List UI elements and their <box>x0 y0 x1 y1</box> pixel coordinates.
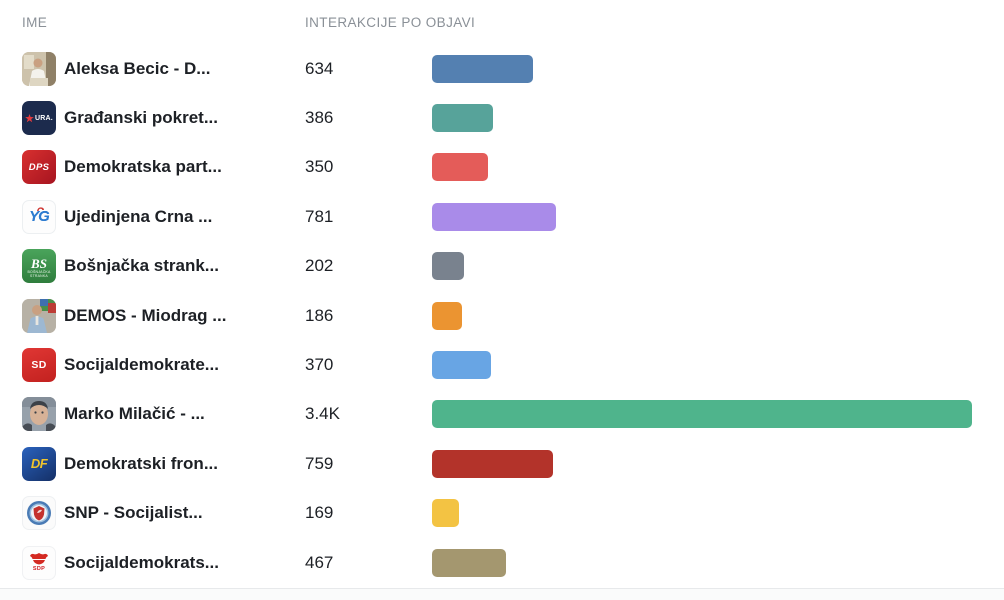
interaction-bar[interactable] <box>432 548 507 577</box>
row-value: 467 <box>305 552 334 572</box>
avatar-bs-logo: BS BOŠNJAČKA STRANKA <box>22 249 56 284</box>
snp-emblem-icon <box>27 501 51 526</box>
table-body: Aleksa Becic - D... 634 URA. Građanski p… <box>0 44 1004 587</box>
avatar-text: BS <box>31 255 47 271</box>
avatar-df-logo: DF <box>22 446 56 481</box>
table-row[interactable]: SNP - Socijalist... 169 <box>0 489 1004 538</box>
avatar-ura-logo: URA. <box>22 101 56 136</box>
row-value: 3.4K <box>305 404 340 424</box>
table-row[interactable]: Marko Milačić - ... 3.4K <box>0 390 1004 439</box>
table-row[interactable]: Aleksa Becic - D... 634 <box>0 44 1004 93</box>
bottom-divider <box>0 588 1004 589</box>
photo-man-face-icon <box>22 397 56 432</box>
row-value: 350 <box>305 157 334 177</box>
row-name: Marko Milačić - ... <box>64 404 205 424</box>
bar-track <box>432 153 972 182</box>
interaction-bar[interactable] <box>432 449 553 478</box>
bar-track <box>432 351 972 380</box>
bar-track <box>432 54 972 83</box>
bar-track <box>432 499 972 528</box>
row-value: 386 <box>305 108 334 128</box>
photo-man-white-shirt-icon <box>22 51 56 86</box>
avatar-text: DF <box>30 456 48 472</box>
row-value: 634 <box>305 58 334 78</box>
row-name: Socijaldemokrate... <box>64 355 219 375</box>
row-name: SNP - Socijalist... <box>64 503 203 523</box>
bar-track <box>432 548 972 577</box>
row-name: Demokratski fron... <box>64 453 218 473</box>
avatar-caption: BOŠNJAČKA STRANKA <box>27 269 51 278</box>
table-row[interactable]: YG Ujedinjena Crna ... 781 <box>0 192 1004 241</box>
interaction-bar[interactable] <box>432 202 557 231</box>
bar-track <box>432 301 972 330</box>
row-value: 370 <box>305 355 334 375</box>
table-header: IME INTERAKCIJE PO OBJAVI <box>0 0 1004 44</box>
avatar-text: DPS <box>28 161 50 173</box>
avatar-sd-logo: SD <box>22 348 56 383</box>
table-row[interactable]: DF Demokratski fron... 759 <box>0 439 1004 488</box>
row-value: 202 <box>305 256 334 276</box>
avatar-text: URA. <box>35 114 53 122</box>
photo-man-blue-suit-icon <box>22 298 56 333</box>
row-value: 781 <box>305 206 334 226</box>
avatar-photo-demos-miodrag <box>22 298 56 333</box>
column-header-interactions: INTERAKCIJE PO OBJAVI <box>305 14 476 30</box>
avatar-photo-marko-milacic <box>22 397 56 432</box>
table-row[interactable]: SD Socijaldemokrate... 370 <box>0 340 1004 389</box>
star-icon <box>25 113 34 122</box>
interaction-bar[interactable] <box>432 252 465 281</box>
row-name: Socijaldemokrats... <box>64 552 219 572</box>
bar-track <box>432 400 972 429</box>
interaction-bar[interactable] <box>432 301 462 330</box>
row-value: 759 <box>305 453 334 473</box>
table-row[interactable]: URA. Građanski pokret... 386 <box>0 93 1004 142</box>
interaction-bar[interactable] <box>432 400 972 429</box>
avatar-snp-logo <box>22 496 56 531</box>
bar-track <box>432 252 972 281</box>
interaction-bar[interactable] <box>432 104 494 133</box>
avatar-text: SDP <box>32 566 46 573</box>
row-name: Bošnjačka strank... <box>64 256 219 276</box>
bar-track <box>432 449 972 478</box>
row-name: Građanski pokret... <box>64 108 218 128</box>
row-name: DEMOS - Miodrag ... <box>64 305 227 325</box>
bar-track <box>432 104 972 133</box>
table-row[interactable]: DPS Demokratska part... 350 <box>0 143 1004 192</box>
table-row[interactable]: BS BOŠNJAČKA STRANKA Bošnjačka strank...… <box>0 242 1004 291</box>
sdp-emblem-icon <box>30 553 48 565</box>
avatar-text: YG <box>29 208 50 226</box>
table-row[interactable]: DEMOS - Miodrag ... 186 <box>0 291 1004 340</box>
interaction-bar[interactable] <box>432 351 491 380</box>
interaction-bar[interactable] <box>432 499 459 528</box>
table-row[interactable]: SDP Socijaldemokrats... 467 <box>0 538 1004 587</box>
avatar-sdp-logo: SDP <box>22 545 56 580</box>
row-value: 169 <box>305 503 334 523</box>
avatar-text: SD <box>31 359 47 372</box>
row-value: 186 <box>305 305 334 325</box>
page-edge-strip <box>0 589 1004 600</box>
interaction-bar[interactable] <box>432 153 488 182</box>
row-name: Ujedinjena Crna ... <box>64 206 213 226</box>
avatar-ycg-logo: YG <box>22 199 56 234</box>
avatar-photo-aleksa-becic <box>22 51 56 86</box>
column-header-name: IME <box>22 14 48 30</box>
interaction-bar[interactable] <box>432 54 533 83</box>
red-swoosh-icon <box>36 206 45 215</box>
avatar-dps-logo: DPS <box>22 150 56 185</box>
bar-track <box>432 202 972 231</box>
row-name: Aleksa Becic - D... <box>64 58 211 78</box>
row-name: Demokratska part... <box>64 157 222 177</box>
